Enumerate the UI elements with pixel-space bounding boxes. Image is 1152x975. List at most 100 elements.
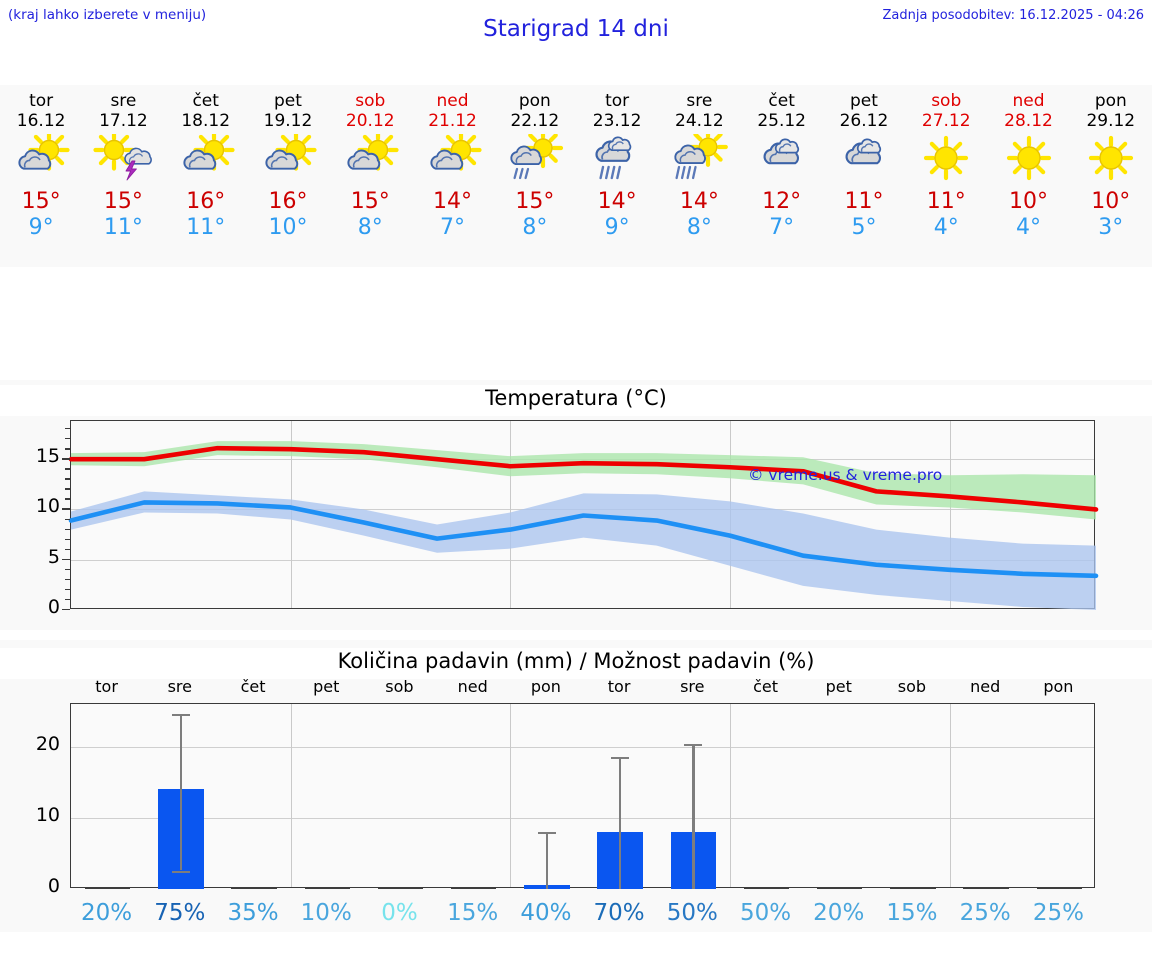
precipitation-bar[interactable] <box>963 886 1009 889</box>
temperature-y-tick <box>65 528 70 530</box>
day-temp-max: 14° <box>679 189 719 214</box>
sunny-icon <box>910 134 982 182</box>
day-name: ned <box>436 91 469 111</box>
temperature-y-tick-label: 15 <box>35 445 60 468</box>
precipitation-probability: 15% <box>886 900 938 926</box>
day-column[interactable]: pon 22.12 15° 8° <box>494 85 576 267</box>
day-column[interactable]: pon 29.12 10° 3° <box>1070 85 1152 267</box>
precipitation-gridline-v <box>290 704 292 887</box>
day-column[interactable]: čet 18.12 16° 11° <box>165 85 247 267</box>
day-name: pet <box>849 91 878 111</box>
day-column[interactable]: pet 19.12 16° 10° <box>247 85 329 267</box>
precipitation-gridline <box>71 817 1094 819</box>
day-temp-min: 10° <box>268 215 308 240</box>
day-column[interactable]: tor 23.12 14° 9° <box>576 85 658 267</box>
header-bar: (kraj lahko izberete v meniju) Starigrad… <box>0 0 1152 60</box>
precipitation-day-label: ned <box>970 677 1001 696</box>
temperature-y-tick <box>65 478 70 480</box>
day-column[interactable]: sre 17.12 15° 11° <box>82 85 164 267</box>
precipitation-probability: 50% <box>739 900 792 926</box>
temperature-y-tick <box>65 428 70 430</box>
day-temp-min: 8° <box>357 215 383 240</box>
precipitation-gridline-v <box>949 704 951 887</box>
sunny-icon <box>1075 134 1147 182</box>
day-temp-max: 14° <box>433 189 473 214</box>
day-name: sre <box>110 91 137 111</box>
cloud-rain-icon <box>581 134 653 182</box>
day-column[interactable]: pet 26.12 11° 5° <box>823 85 905 267</box>
day-temp-max: 10° <box>1009 189 1049 214</box>
day-temp-max: 12° <box>762 189 802 214</box>
temperature-y-tick <box>65 598 70 601</box>
day-column[interactable]: ned 21.12 14° 7° <box>411 85 493 267</box>
temperature-line <box>68 500 1099 579</box>
day-temp-min: 11° <box>103 215 143 240</box>
precipitation-day-label: čet <box>240 677 266 696</box>
day-date: 25.12 <box>757 111 806 131</box>
temperature-y-tick-label: 5 <box>47 545 60 568</box>
precipitation-probability: 10% <box>300 900 352 926</box>
temperature-series-layer <box>68 441 1099 610</box>
precipitation-plot-area <box>70 703 1095 889</box>
day-temp-min: 7° <box>769 215 795 240</box>
day-column[interactable]: sob 27.12 11° 4° <box>905 85 987 267</box>
precipitation-error-bar <box>692 743 695 889</box>
precipitation-bar[interactable] <box>450 886 497 889</box>
day-column[interactable]: tor 16.12 15° 9° <box>0 85 82 267</box>
sun-behind-cloud-icon <box>170 129 242 182</box>
day-temp-min: 7° <box>440 215 466 240</box>
temperature-y-tick <box>62 609 70 611</box>
temperature-line <box>68 445 1099 512</box>
precipitation-day-label: sob <box>897 677 927 696</box>
page-title: Starigrad 14 dni <box>483 16 669 42</box>
day-name: tor <box>605 91 630 111</box>
temperature-uncertainty-band <box>71 491 1096 610</box>
day-temp-max: 10° <box>1091 189 1131 214</box>
precipitation-probability: 0% <box>381 900 418 926</box>
day-column[interactable]: ned 28.12 10° 4° <box>987 85 1069 267</box>
temperature-y-tick <box>65 438 70 440</box>
day-column[interactable]: sob 20.12 15° 8° <box>329 85 411 267</box>
temperature-y-tick <box>65 538 70 541</box>
precipitation-probability: 15% <box>447 900 499 926</box>
precipitation-probability: 40% <box>520 900 572 926</box>
day-temp-max: 15° <box>21 189 61 214</box>
day-date: 21.12 <box>428 111 477 131</box>
precipitation-bar[interactable] <box>231 886 277 889</box>
precipitation-y-tick-label: 0 <box>47 875 60 897</box>
precipitation-bar[interactable] <box>1036 886 1083 889</box>
day-temp-max: 16° <box>268 189 308 214</box>
day-name: sre <box>686 91 713 111</box>
day-temp-min: 4° <box>1016 215 1042 240</box>
day-name: sob <box>355 91 386 111</box>
day-date: 22.12 <box>510 111 560 131</box>
precipitation-error-cap <box>171 870 190 873</box>
precipitation-bar[interactable] <box>304 886 350 889</box>
precipitation-bar[interactable] <box>743 886 790 889</box>
precipitation-bar[interactable] <box>377 886 424 889</box>
temperature-gridline-v <box>949 421 951 608</box>
sunny-icon <box>993 134 1065 182</box>
day-temp-min: 4° <box>933 215 959 240</box>
temperature-y-tick <box>62 508 70 510</box>
precipitation-day-label: sob <box>385 677 414 696</box>
temperature-y-tick <box>65 568 70 571</box>
precipitation-day-label: ned <box>457 677 488 696</box>
precipitation-error-cap <box>684 743 703 747</box>
precipitation-bar[interactable] <box>890 886 936 889</box>
temperature-y-tick <box>65 498 70 500</box>
precipitation-error-bar <box>618 756 622 889</box>
day-column[interactable]: sre 24.12 14° 8° <box>658 85 740 267</box>
sun-behind-cloud-icon <box>5 129 77 182</box>
day-date: 20.12 <box>345 111 395 131</box>
precipitation-bar[interactable] <box>817 886 863 889</box>
day-date: 16.12 <box>16 111 66 131</box>
day-name: čet <box>192 91 219 111</box>
day-column[interactable]: čet 25.12 12° 7° <box>741 85 823 267</box>
precipitation-y-tick-label: 20 <box>35 732 60 755</box>
precipitation-day-label: sre <box>680 677 705 696</box>
day-date: 29.12 <box>1086 111 1136 131</box>
precipitation-day-label: pet <box>825 677 852 696</box>
menu-hint: (kraj lahko izberete v meniju) <box>8 7 207 23</box>
precipitation-bar[interactable] <box>84 886 131 889</box>
